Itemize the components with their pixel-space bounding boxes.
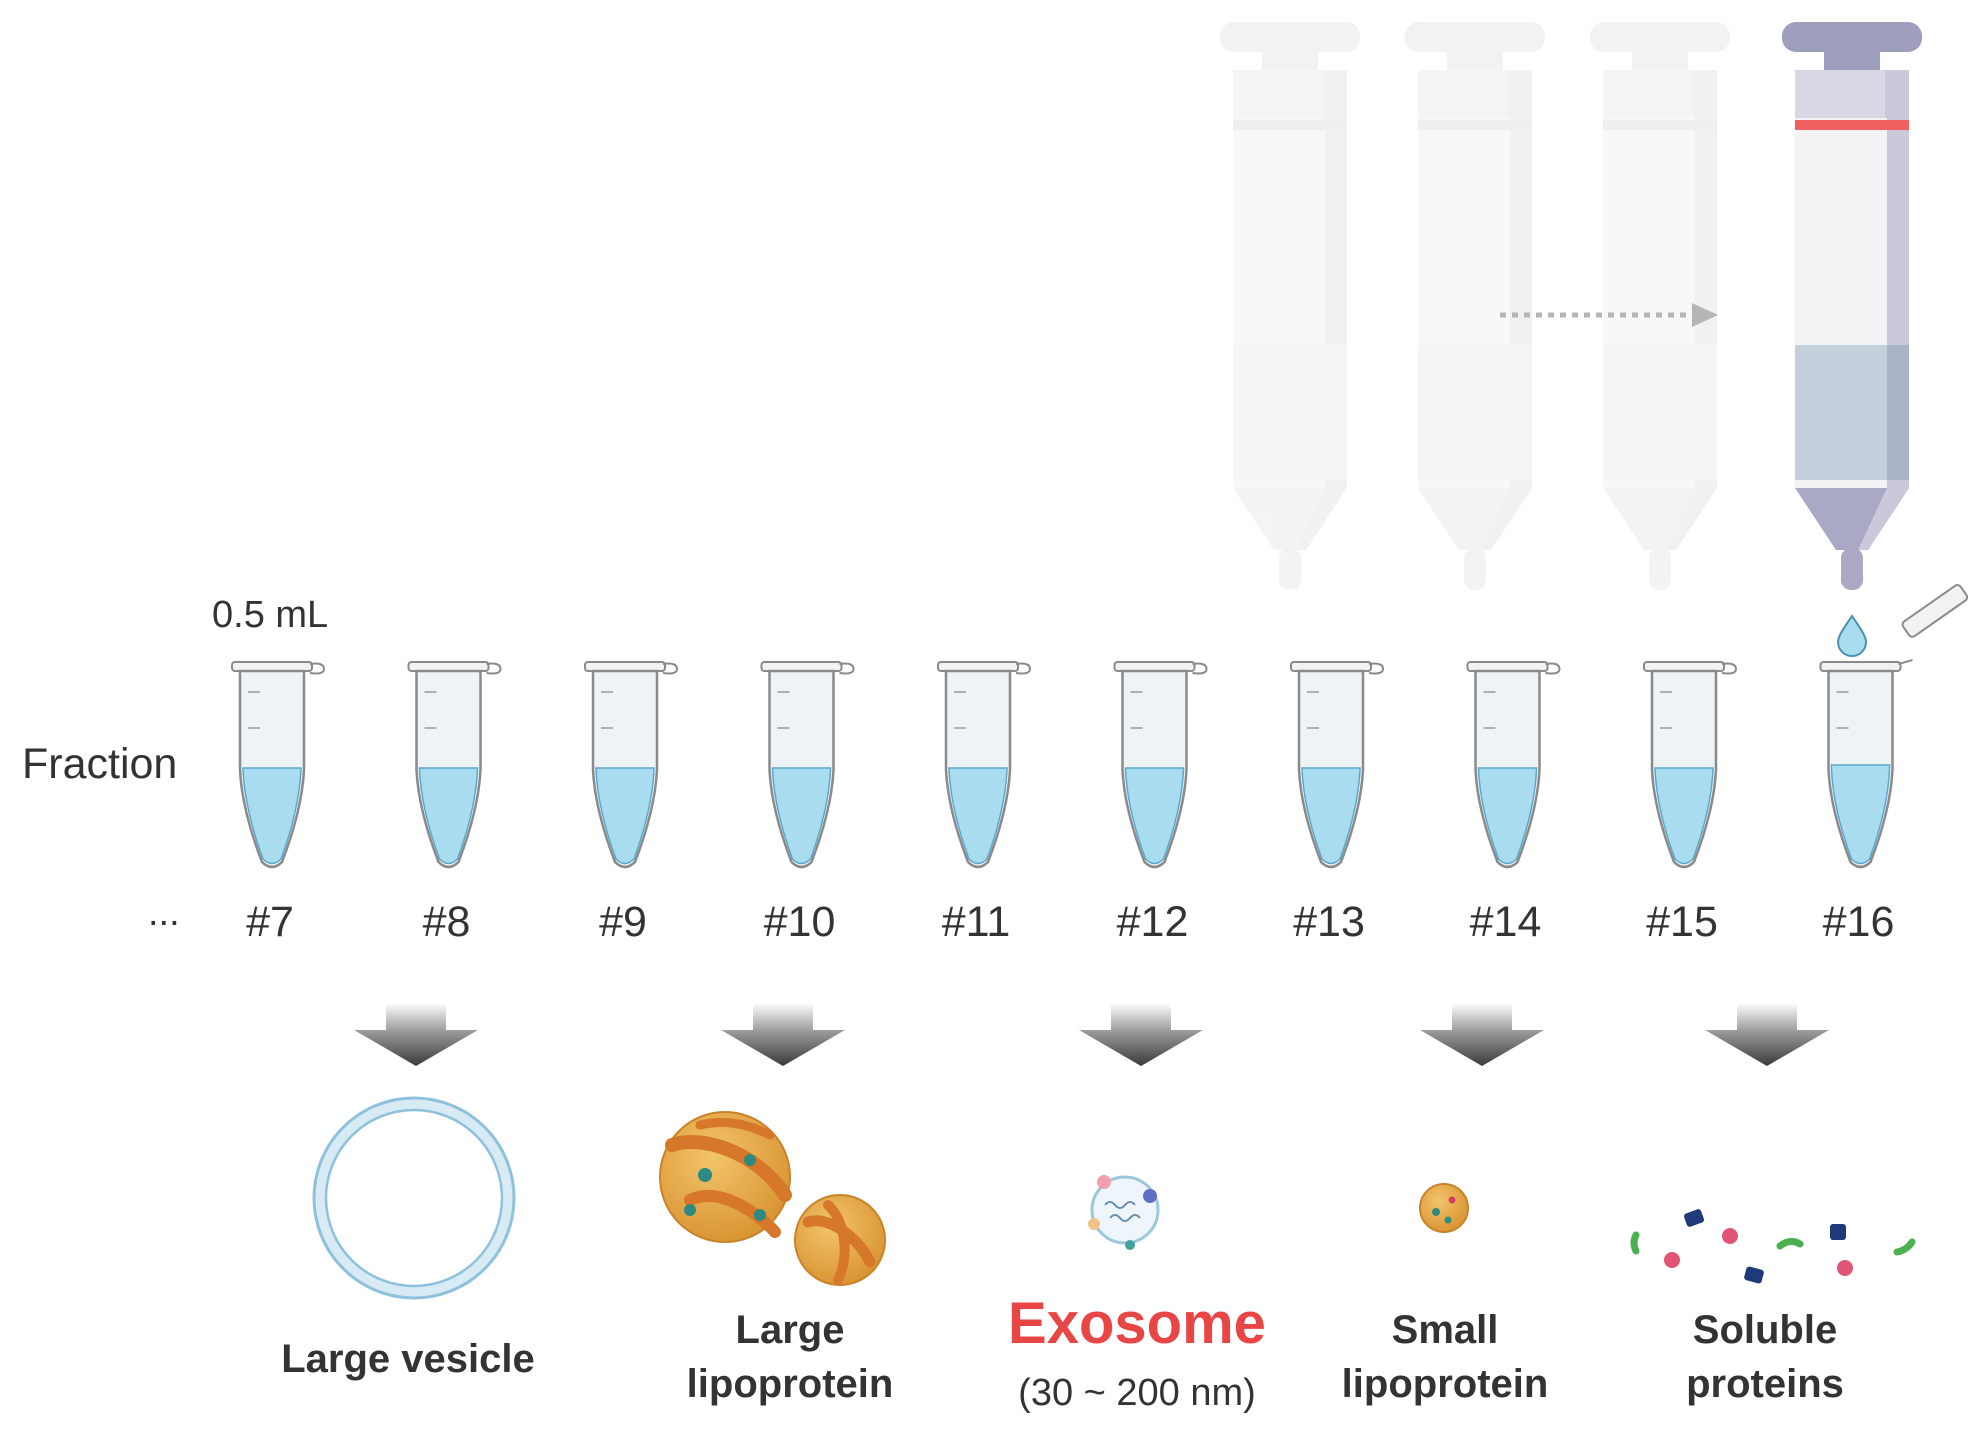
tube-10: #10	[760, 661, 855, 946]
chromatography-column	[1782, 22, 1922, 590]
fraction-number: #15	[1646, 898, 1718, 946]
label-soluble-proteins-line2: proteins	[1686, 1362, 1844, 1406]
down-arrows	[354, 1003, 1829, 1066]
tube-14: #14	[1466, 661, 1561, 946]
label-large-lipoprotein-line2: lipoprotein	[687, 1362, 894, 1406]
tube-11: #11	[937, 661, 1032, 946]
fraction-number: #9	[599, 898, 647, 946]
fraction-number: #8	[423, 898, 471, 946]
product-labels: Large vesicle Large lipoprotein Exosome …	[281, 1291, 1844, 1414]
down-arrow	[1420, 1003, 1544, 1066]
label-soluble-proteins-line1: Soluble	[1693, 1308, 1837, 1352]
exosome-icon	[1088, 1175, 1160, 1250]
label-exosome: Exosome	[1008, 1291, 1266, 1356]
ghost-columns	[1220, 22, 1730, 590]
label-small-lipoprotein-line2: lipoprotein	[1342, 1362, 1549, 1406]
label-exosome-size: (30 ~ 200 nm)	[1018, 1372, 1256, 1414]
tube-8: #8	[407, 661, 502, 946]
fraction-number: #7	[246, 898, 294, 946]
label-large-vesicle: Large vesicle	[281, 1337, 535, 1381]
fraction-number: #11	[942, 898, 1011, 946]
soluble-proteins-icon	[1630, 1209, 1916, 1284]
drop-icon	[1836, 614, 1868, 657]
down-arrow	[1079, 1003, 1203, 1066]
tube-15: #15	[1643, 661, 1738, 946]
tube-12: #12	[1113, 661, 1208, 946]
label-small-lipoprotein-line1: Small	[1392, 1308, 1499, 1352]
fraction-label: Fraction	[22, 740, 177, 788]
fraction-number: #13	[1293, 898, 1365, 946]
fraction-number: #10	[764, 898, 836, 946]
motion-arrow	[1500, 303, 1718, 327]
large-vesicle-icon	[312, 1096, 516, 1300]
fraction-number: #12	[1117, 898, 1189, 946]
tube-16: #16	[1819, 584, 1969, 946]
large-lipoprotein-icon	[659, 1111, 886, 1286]
down-arrow	[1705, 1003, 1829, 1066]
fraction-number: #14	[1470, 898, 1542, 946]
tube-row: #7 #8 #9 #10 #11 #12 #13 #14 #15 #16	[231, 584, 1969, 946]
tube-7: #7	[231, 661, 326, 946]
down-arrow	[354, 1003, 478, 1066]
label-large-lipoprotein-line1: Large	[736, 1308, 845, 1352]
small-lipoprotein-icon	[1419, 1183, 1469, 1233]
volume-label: 0.5 mL	[212, 594, 328, 636]
tube-9: #9	[584, 661, 679, 946]
down-arrow	[721, 1003, 845, 1066]
ellipsis: ...	[148, 892, 180, 934]
tube-13: #13	[1290, 661, 1385, 946]
fraction-number: #16	[1823, 898, 1895, 946]
